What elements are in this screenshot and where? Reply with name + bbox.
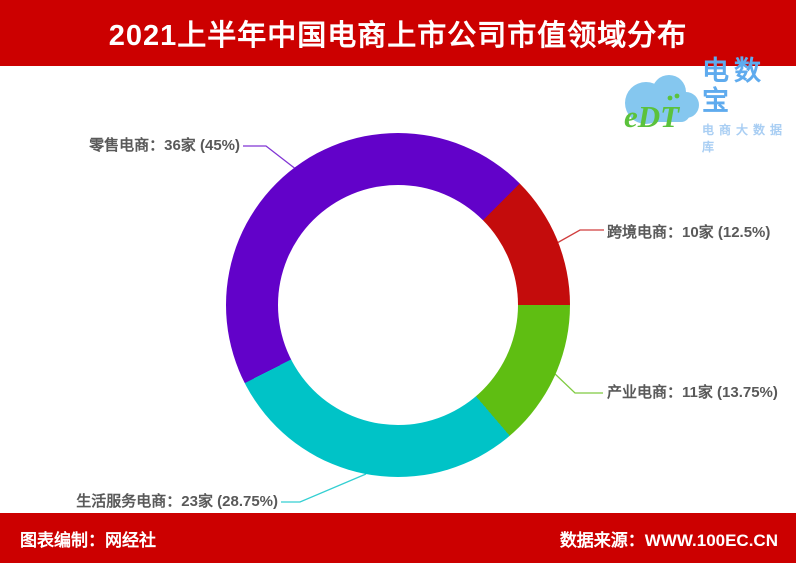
leader-line-retail <box>243 145 298 171</box>
donut-ring <box>226 133 570 477</box>
donut-hole <box>278 185 518 425</box>
logo-name: 电数宝 <box>702 55 766 116</box>
slice-label-retail: 零售电商：36家 (45%) <box>89 137 240 154</box>
leader-line-life <box>281 473 367 503</box>
slice-label-life-service: 生活服务电商：23家 (28.75%) <box>76 493 278 510</box>
footer-source: 数据来源：WWW.100EC.CN <box>559 530 778 550</box>
page-title: 2021上半年中国电商上市公司市值领域分布 <box>108 20 688 52</box>
title-banner: 2021上半年中国电商上市公司市值领域分布 <box>0 0 796 66</box>
logo-initials: eDT <box>624 99 680 134</box>
footer-credit: 图表编制：网经社 <box>20 530 156 550</box>
edt-logo: eDT 电数宝 电商大数据库 <box>612 56 790 154</box>
leader-line-cross <box>556 229 604 244</box>
footer-banner: 图表编制：网经社 数据来源：WWW.100EC.CN <box>0 513 796 563</box>
leader-line-industry <box>552 371 603 394</box>
slice-label-industry: 产业电商：11家 (13.75%) <box>607 384 778 401</box>
logo-text: 电数宝 电商大数据库 <box>702 56 790 155</box>
cloud-icon: eDT <box>624 75 699 134</box>
slice-label-cross-border: 跨境电商：10家 (12.5%) <box>607 224 771 241</box>
logo-tagline: 电商大数据库 <box>702 122 788 154</box>
